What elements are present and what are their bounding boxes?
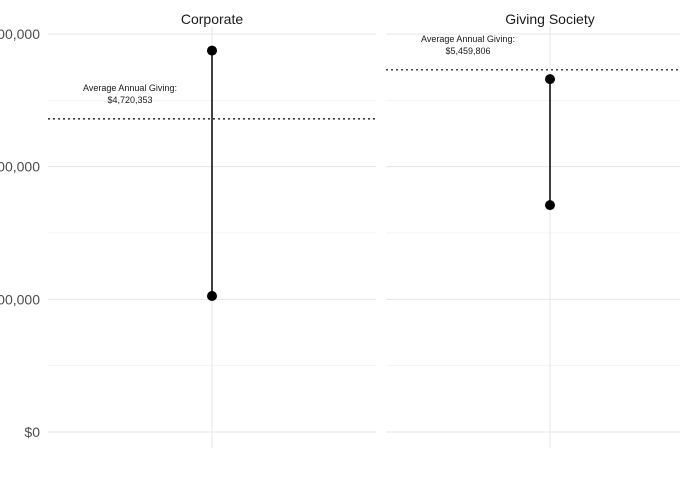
facet-title: Corporate bbox=[181, 11, 243, 27]
y-tick-label: 00,000 bbox=[0, 159, 40, 175]
y-axis: $0 00,000 00,000 00,000 bbox=[0, 26, 40, 440]
facets: Corporate Average Annual Giving: $4,720,35… bbox=[48, 11, 680, 302]
average-annotation-label: Average Annual Giving: bbox=[83, 83, 177, 93]
facet-corporate: Corporate Average Annual Giving: $4,720,35… bbox=[48, 11, 376, 302]
average-annotation-value: $5,459,806 bbox=[445, 46, 490, 56]
y-tick-label: 00,000 bbox=[0, 26, 40, 42]
low-point bbox=[545, 200, 555, 211]
low-point bbox=[207, 291, 217, 302]
average-annotation-value: $4,720,353 bbox=[107, 95, 152, 105]
y-tick-label: 00,000 bbox=[0, 291, 40, 307]
high-point bbox=[545, 74, 555, 85]
facet-title: Giving Society bbox=[505, 11, 594, 27]
facet-giving-society: Giving Society Average Annual Giving: $5,4… bbox=[386, 11, 680, 211]
average-annotation-label: Average Annual Giving: bbox=[421, 34, 515, 44]
y-tick-label: $0 bbox=[24, 424, 40, 440]
high-point bbox=[207, 45, 217, 56]
